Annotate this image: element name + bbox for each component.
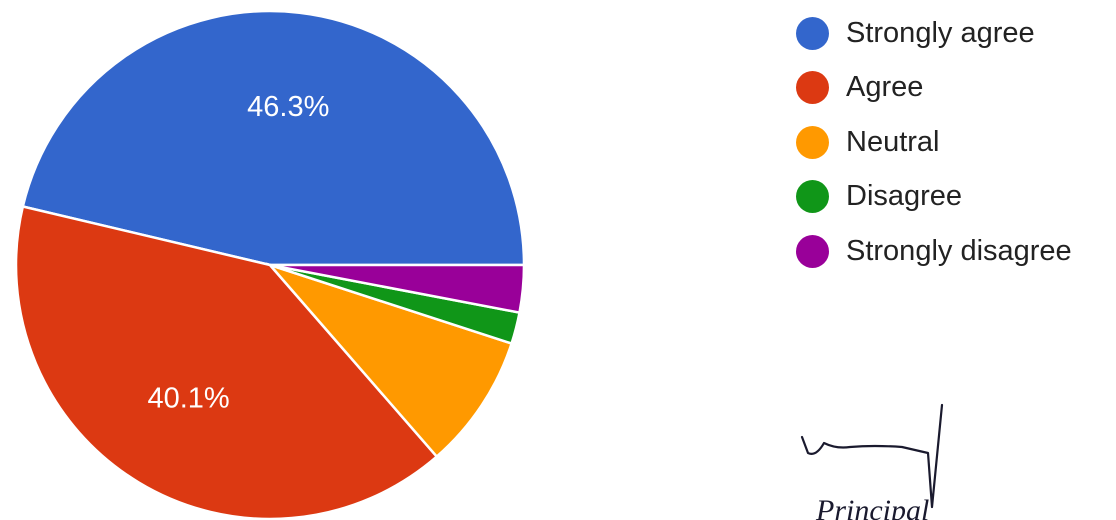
pie-slice-neutral [266, 262, 514, 459]
legend-item-strongly-agree: Strongly agree [796, 6, 1072, 61]
slice-label-strongly-agree: 46.3% [247, 91, 329, 123]
pie-slice-strongly-agree [21, 9, 526, 267]
legend-label-agree: Agree [846, 71, 924, 104]
legend-label-strongly-agree: Strongly agree [846, 16, 1035, 49]
legend-swatch-agree [796, 71, 829, 105]
legend-label-neutral: Neutral [846, 125, 940, 158]
legend-swatch-strongly-agree [796, 16, 829, 50]
pie-chart: 46.3% 40.1% [14, 9, 526, 520]
signature-label: Principal [815, 494, 929, 520]
legend-item-neutral: Neutral [796, 115, 1072, 170]
legend-swatch-neutral [796, 125, 829, 159]
legend-item-strongly-disagree: Strongly disagree [796, 224, 1072, 279]
pie-slice-strongly-disagree [269, 263, 526, 315]
pie-slice-agree [14, 204, 439, 520]
signature: Principal [800, 403, 944, 520]
legend-swatch-strongly-disagree [796, 234, 829, 268]
legend-label-strongly-disagree: Strongly disagree [846, 234, 1072, 267]
signature-scribble [800, 403, 944, 509]
legend-swatch-disagree [796, 180, 829, 214]
slice-label-agree: 40.1% [147, 382, 229, 414]
legend-label-disagree: Disagree [846, 180, 963, 213]
legend-item-disagree: Disagree [796, 170, 1072, 225]
legend-item-agree: Agree [796, 61, 1072, 116]
legend: Strongly agree Agree Neutral Disagree Strong… [796, 6, 1072, 279]
